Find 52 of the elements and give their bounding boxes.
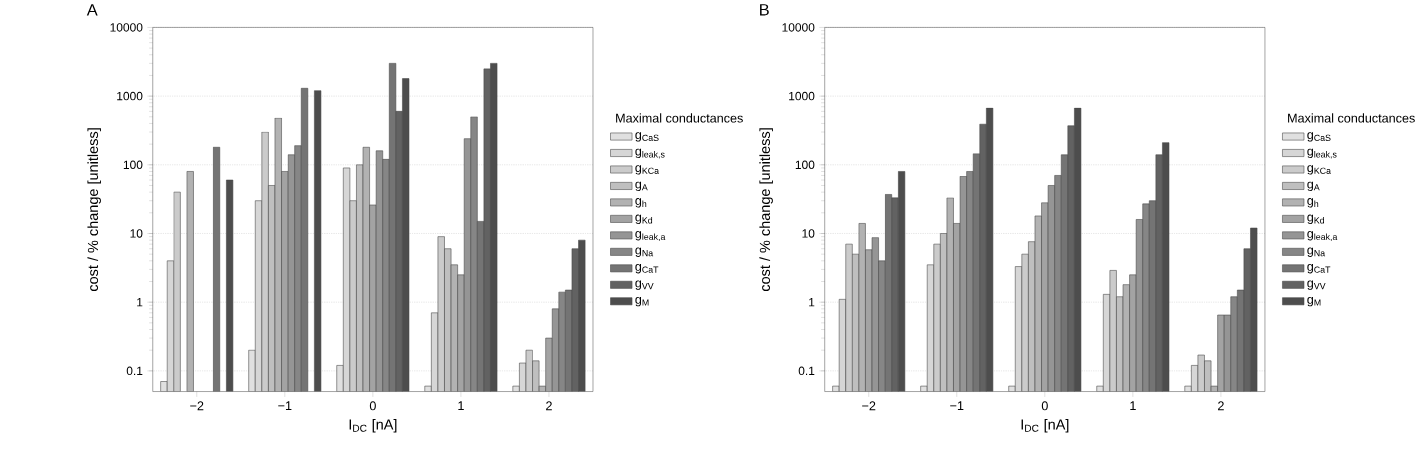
chart-title: A — [86, 4, 98, 16]
x-tick-label: −2 — [862, 401, 876, 411]
x-axis-title: I$_{DC}$ [nA] — [349, 418, 397, 433]
x-axis-title: I$_{DC}$ [nA] — [1021, 418, 1069, 433]
y-axis-title: cost / % change [unitless] — [87, 128, 101, 292]
legend-label: g$_{VV}$ — [1307, 280, 1326, 290]
legend-label: g$_{leak,a}$ — [1307, 230, 1338, 241]
x-tick-label: 0 — [1041, 401, 1048, 411]
y-tick-label: 10 — [802, 229, 815, 238]
legend-label: g$_{Na}$ — [1307, 247, 1326, 257]
y-tick-label: 1 — [137, 297, 143, 307]
legend-label: g$_{h}$ — [635, 198, 647, 208]
x-tick-label: 2 — [546, 401, 552, 411]
legend-label: g$_{Na}$ — [635, 247, 654, 257]
legend-label: g$_{Kd}$ — [1307, 214, 1325, 224]
y-tick-label: 10 — [130, 229, 143, 238]
legend-label: g$_{A}$ — [635, 181, 648, 191]
x-tick-label: 1 — [1130, 401, 1136, 410]
legend-label: g$_{leak,s}$ — [635, 148, 665, 159]
y-tick-label: 100 — [123, 160, 143, 169]
legend-label: g$_{h}$ — [1307, 198, 1319, 208]
legend-label: g$_{leak,a}$ — [635, 230, 666, 241]
x-tick-label: 1 — [458, 401, 464, 410]
y-tick-label: 1 — [809, 297, 815, 307]
y-tick-label: 0.1 — [798, 366, 815, 376]
legend-label: g$_{KCa}$ — [635, 165, 660, 175]
y-tick-label: 0.1 — [126, 366, 143, 376]
x-tick-label: −2 — [190, 401, 204, 411]
legend-label: g$_{CaS}$ — [635, 132, 659, 142]
y-tick-label: 10000 — [110, 23, 143, 32]
x-tick-label: 0 — [369, 401, 376, 411]
legend-label: g$_{KCa}$ — [1307, 165, 1331, 175]
legend-title: Maximal conductances — [1288, 113, 1415, 123]
legend-label: g$_{CaT}$ — [1307, 263, 1331, 274]
y-axis-title: cost / % change [unitless] — [759, 128, 773, 292]
legend-label: g$_{Kd}$ — [635, 214, 653, 224]
legend-label: g$_{A}$ — [1307, 181, 1320, 191]
y-tick-label: 10000 — [782, 23, 815, 32]
legend-label: g$_{M}$ — [1307, 296, 1321, 307]
legend-label: g$_{leak,s}$ — [1307, 148, 1337, 159]
legend-label: g$_{VV}$ — [635, 280, 654, 290]
x-tick-label: 2 — [1218, 401, 1224, 411]
y-tick-label: 1000 — [789, 91, 815, 101]
x-tick-label: −1 — [950, 401, 964, 410]
y-tick-label: 1000 — [117, 91, 143, 101]
chart-title: B — [760, 4, 769, 16]
y-tick-label: 100 — [795, 160, 815, 169]
legend-label: g$_{CaT}$ — [635, 263, 659, 274]
legend-title: Maximal conductances — [616, 113, 743, 123]
x-tick-label: −1 — [278, 401, 292, 410]
legend-label: g$_{M}$ — [635, 296, 649, 307]
legend-label: g$_{CaS}$ — [1307, 132, 1331, 142]
